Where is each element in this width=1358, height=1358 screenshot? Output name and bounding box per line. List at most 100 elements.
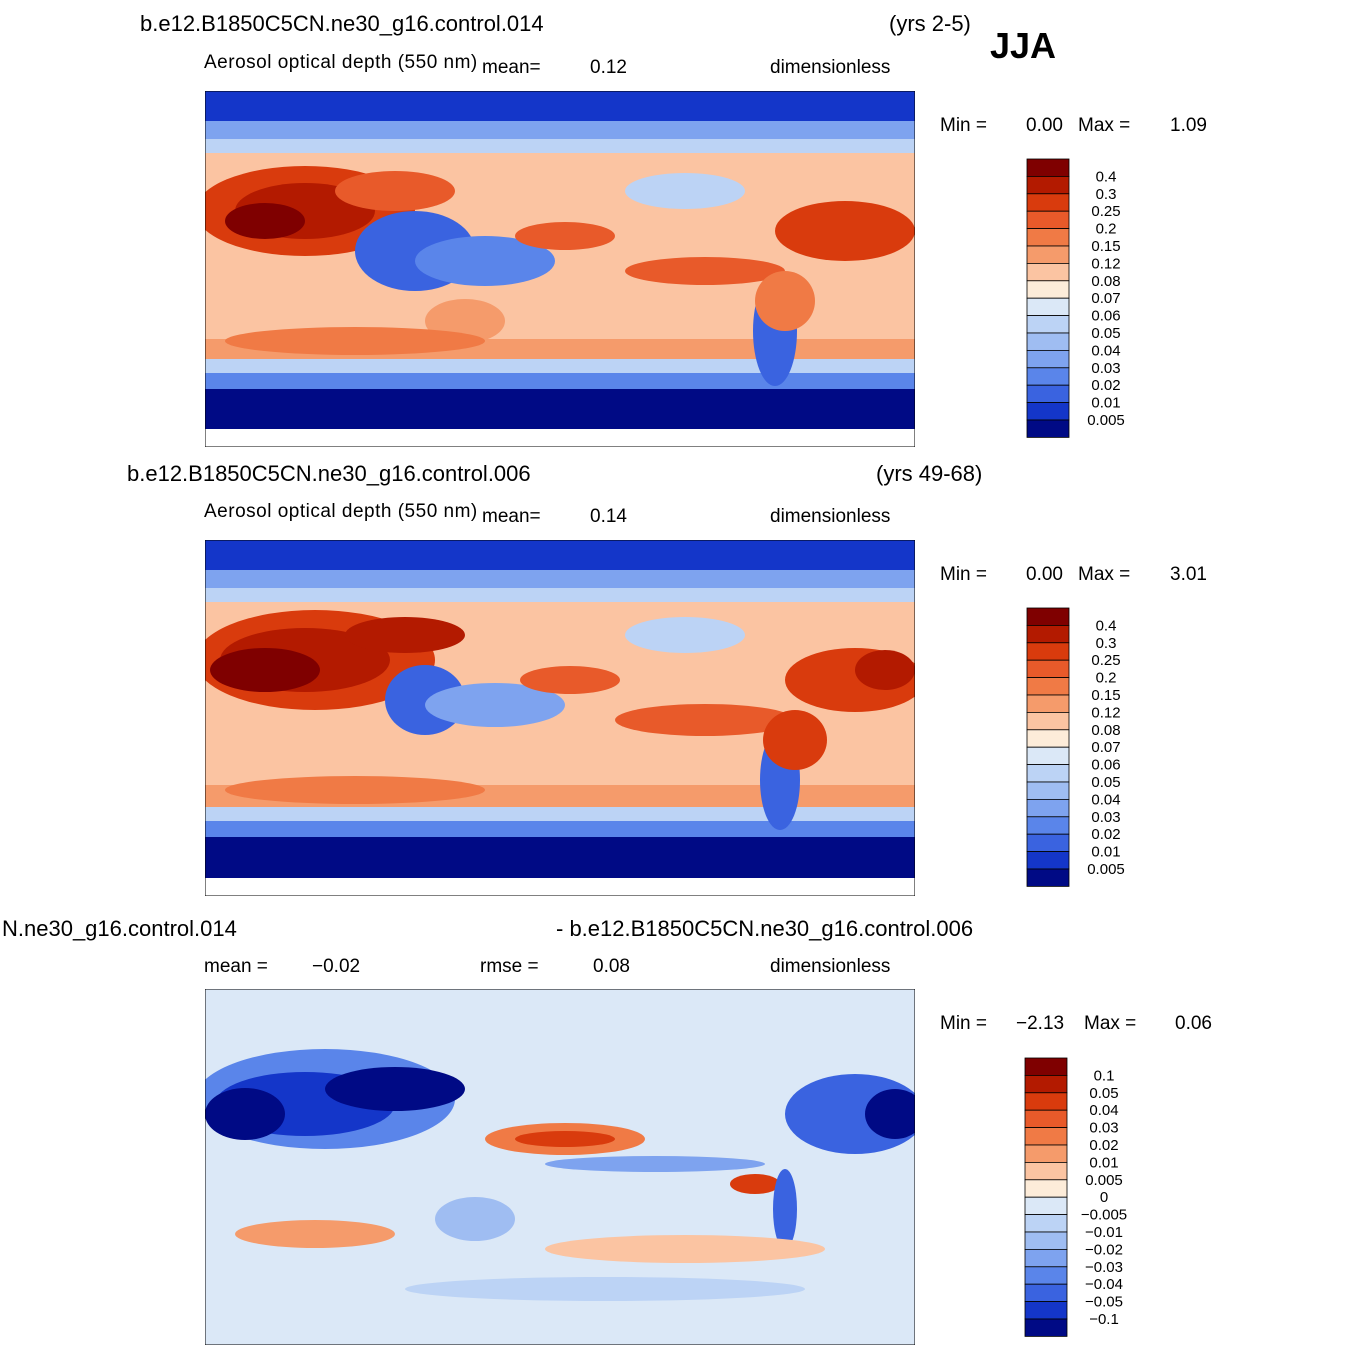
panel3-rmse-value: 0.08 bbox=[593, 956, 630, 977]
panel3-min-value: −2.13 bbox=[1016, 1013, 1065, 1034]
panel3-case-left: N.ne30_g16.control.014 bbox=[2, 916, 237, 941]
colorbar-box bbox=[1024, 1214, 1068, 1233]
colorbar-box bbox=[1024, 1092, 1068, 1111]
colorbar-level-label: 0.01 bbox=[1089, 1154, 1118, 1171]
colorbar-box bbox=[1026, 245, 1070, 264]
colorbar-level-label: 0.03 bbox=[1089, 1120, 1118, 1137]
colorbar-level-label: −0.1 bbox=[1089, 1311, 1119, 1328]
colorbar-level-label: 0.08 bbox=[1091, 722, 1120, 739]
panel2-units: dimensionless bbox=[770, 506, 891, 527]
colorbar-box bbox=[1024, 1144, 1068, 1163]
panel2-max-label: Max = bbox=[1078, 564, 1131, 585]
panel1-max-value: 1.09 bbox=[1170, 115, 1207, 136]
colorbar-box bbox=[1024, 1179, 1068, 1198]
colorbar-box bbox=[1026, 280, 1070, 299]
panel2-colorbar-labels: 0.40.30.250.20.150.120.080.070.060.050.0… bbox=[1087, 617, 1125, 878]
panel2-min-value: 0.00 bbox=[1026, 564, 1063, 585]
colorbar-box bbox=[1026, 349, 1070, 369]
colorbar-box bbox=[1026, 367, 1070, 386]
colorbar-box bbox=[1026, 729, 1070, 748]
colorbar-box bbox=[1026, 781, 1070, 800]
panel3-case-right: - b.e12.B1850C5CN.ne30_g16.control.006 bbox=[556, 916, 974, 941]
colorbar-level-label: −0.02 bbox=[1085, 1241, 1123, 1258]
colorbar-box bbox=[1026, 712, 1070, 731]
colorbar-level-label: 0.02 bbox=[1089, 1137, 1118, 1154]
colorbar-level-label: 0.04 bbox=[1089, 1102, 1118, 1119]
colorbar-box bbox=[1026, 851, 1070, 870]
colorbar-level-label: 0.02 bbox=[1091, 826, 1120, 843]
panel1-min-value: 0.00 bbox=[1026, 115, 1063, 136]
colorbar-level-label: 0.3 bbox=[1096, 186, 1117, 203]
panel3-rmse-label: rmse = bbox=[480, 956, 539, 977]
colorbar-level-label: 0.12 bbox=[1091, 704, 1120, 721]
colorbar-level-label: 0.03 bbox=[1091, 360, 1120, 377]
colorbar-box bbox=[1024, 1248, 1068, 1268]
colorbar-box bbox=[1026, 158, 1070, 177]
panel2-colorbar-boxes bbox=[1026, 607, 1070, 887]
colorbar-level-label: 0.07 bbox=[1091, 290, 1120, 307]
colorbar-level-label: −0.01 bbox=[1085, 1224, 1123, 1241]
colorbar-box bbox=[1024, 1231, 1068, 1250]
colorbar-level-label: 0.06 bbox=[1091, 308, 1120, 325]
colorbar-box bbox=[1026, 263, 1070, 282]
colorbar-level-label: 0.01 bbox=[1091, 844, 1120, 861]
panel3-mean-value: −0.02 bbox=[312, 956, 361, 977]
panel2-case-title: b.e12.B1850C5CN.ne30_g16.control.006 bbox=[127, 461, 531, 486]
colorbar-level-label: 0.03 bbox=[1091, 809, 1120, 826]
panel2-map bbox=[205, 540, 915, 896]
colorbar-level-label: 0.05 bbox=[1091, 774, 1120, 791]
panel1-units: dimensionless bbox=[770, 57, 891, 78]
panel3-colorbar: 0.10.050.040.030.020.010.0050−0.005−0.01… bbox=[1024, 1057, 1127, 1337]
colorbar-box bbox=[1026, 297, 1070, 316]
panel2-max-value: 3.01 bbox=[1170, 564, 1207, 585]
colorbar-level-label: 0 bbox=[1100, 1189, 1108, 1206]
colorbar-box bbox=[1026, 694, 1070, 713]
panel3-units: dimensionless bbox=[770, 956, 891, 977]
colorbar-box bbox=[1026, 402, 1070, 421]
colorbar-level-label: 0.3 bbox=[1096, 635, 1117, 652]
colorbar-level-label: 0.08 bbox=[1091, 273, 1120, 290]
colorbar-level-label: 0.07 bbox=[1091, 739, 1120, 756]
colorbar-box bbox=[1026, 228, 1070, 247]
colorbar-box bbox=[1024, 1266, 1068, 1285]
colorbar-level-label: 0.2 bbox=[1096, 221, 1117, 238]
colorbar-level-label: 0.04 bbox=[1091, 791, 1120, 808]
colorbar-box bbox=[1026, 419, 1070, 438]
colorbar-box bbox=[1026, 210, 1070, 230]
colorbar-box bbox=[1026, 642, 1070, 661]
colorbar-box bbox=[1026, 332, 1070, 351]
panel3-colorbar-boxes bbox=[1024, 1057, 1068, 1337]
colorbar-box bbox=[1024, 1283, 1068, 1302]
colorbar-box bbox=[1026, 175, 1070, 195]
colorbar-box bbox=[1024, 1196, 1068, 1215]
colorbar-box bbox=[1026, 193, 1070, 212]
panel3-max-value: 0.06 bbox=[1175, 1013, 1212, 1034]
panel1-colorbar-labels: 0.40.30.250.20.150.120.080.070.060.050.0… bbox=[1087, 168, 1125, 429]
colorbar-box bbox=[1024, 1127, 1068, 1146]
panel2-mean-value: 0.14 bbox=[590, 506, 627, 527]
colorbar-level-label: 0.05 bbox=[1091, 325, 1120, 342]
colorbar-box bbox=[1026, 816, 1070, 835]
colorbar-level-label: 0.04 bbox=[1091, 342, 1120, 359]
colorbar-box bbox=[1026, 798, 1070, 818]
colorbar-level-label: 0.06 bbox=[1091, 757, 1120, 774]
colorbar-level-label: −0.03 bbox=[1085, 1259, 1123, 1276]
panel1-years: (yrs 2-5) bbox=[889, 11, 971, 36]
panel1-colorbar-boxes bbox=[1026, 158, 1070, 438]
panel2-variable: Aerosol optical depth (550 nm) bbox=[204, 501, 478, 522]
colorbar-level-label: 0.1 bbox=[1094, 1067, 1115, 1084]
panel1-colorbar: 0.40.30.250.20.150.120.080.070.060.050.0… bbox=[1026, 158, 1125, 438]
panel1-max-label: Max = bbox=[1078, 115, 1131, 136]
colorbar-box bbox=[1026, 868, 1070, 887]
colorbar-level-label: 0.2 bbox=[1096, 670, 1117, 687]
colorbar-level-label: 0.02 bbox=[1091, 377, 1120, 394]
colorbar-level-label: 0.25 bbox=[1091, 652, 1120, 669]
colorbar-level-label: 0.15 bbox=[1091, 687, 1120, 704]
colorbar-level-label: 0.005 bbox=[1087, 861, 1125, 878]
panel1-variable: Aerosol optical depth (550 nm) bbox=[204, 52, 478, 73]
colorbar-box bbox=[1024, 1109, 1068, 1129]
colorbar-box bbox=[1024, 1162, 1068, 1181]
colorbar-box bbox=[1026, 677, 1070, 696]
colorbar-box bbox=[1026, 607, 1070, 626]
panel2-colorbar: 0.40.30.250.20.150.120.080.070.060.050.0… bbox=[1026, 607, 1125, 887]
